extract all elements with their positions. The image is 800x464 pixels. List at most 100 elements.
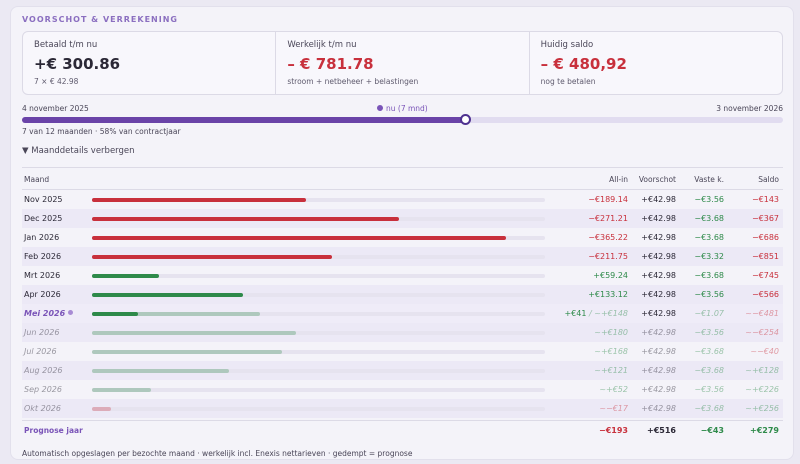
row-saldo: ~+€226: [745, 385, 779, 394]
row-saldo: −€367: [751, 214, 779, 223]
row-bar-track: [92, 388, 545, 392]
table-footer-forecast: Prognose jaar −€193 +€516 −€43 +€279: [22, 420, 783, 439]
timeline-end-date: 3 november 2026: [716, 104, 783, 113]
footer-label: Prognose jaar: [24, 426, 83, 435]
toggle-month-details-button[interactable]: ▼ Maanddetails verbergen: [22, 146, 135, 156]
row-bar-track: [92, 236, 545, 240]
row-month-label: Okt 2026: [24, 404, 61, 413]
row-vaste-kosten: −€1.07: [694, 309, 724, 318]
table-row: Nov 2025 −€189.14 +€42.98 −€3.56 −€143: [22, 190, 783, 209]
row-allin-value: ~+€52: [599, 385, 628, 394]
row-bar-track: [92, 198, 545, 202]
row-month: Dec 2025: [24, 214, 62, 223]
row-saldo: ~−€254: [745, 328, 779, 337]
settlement-panel: VOORSCHOT & VERREKENING Betaald t/m nu +€…: [10, 6, 794, 460]
row-bar-fill: [92, 331, 296, 335]
current-month-dot-icon: [68, 310, 74, 315]
timeline-progress-fill: [22, 117, 466, 123]
row-allin: ~+€52: [599, 385, 628, 394]
row-bar-fill: [92, 369, 230, 373]
row-bar-track: [92, 369, 545, 373]
row-bar-fill: [92, 217, 400, 221]
row-month-label: Aug 2026: [24, 366, 63, 375]
table-row: Okt 2026 ~−€17 +€42.98 −€3.68 ~+€256: [22, 399, 783, 418]
row-month: Jul 2026: [24, 347, 57, 356]
timeline-knob[interactable]: [459, 114, 471, 125]
row-saldo: −€143: [751, 195, 779, 204]
footnote: Automatisch opgeslagen per bezochte maan…: [22, 449, 413, 458]
row-vaste-kosten: −€3.68: [694, 214, 724, 223]
row-month: Feb 2026: [24, 252, 61, 261]
row-month-label: Apr 2026: [24, 290, 61, 299]
row-allin-forecast: / ~+€148: [586, 309, 628, 318]
row-saldo: ~−€40: [750, 347, 779, 356]
row-allin: −€365.22: [588, 233, 628, 242]
row-month: Mrt 2026: [24, 271, 60, 280]
row-voorschot: +€42.98: [641, 233, 676, 242]
row-month-label: Mei 2026: [24, 309, 66, 318]
row-month: Okt 2026: [24, 404, 61, 413]
row-vaste-kosten: −€3.68: [694, 404, 724, 413]
row-vaste-kosten: −€3.56: [694, 195, 724, 204]
row-voorschot: +€42.98: [641, 195, 676, 204]
row-bar-fill: [92, 198, 307, 202]
row-allin: −€271.21: [588, 214, 628, 223]
row-bar-track: [92, 274, 545, 278]
row-allin-value: −€189.14: [588, 195, 628, 204]
table-row: Jun 2026 ~+€180 +€42.98 −€3.56 ~−€254: [22, 323, 783, 342]
col-month-header: Maand: [24, 175, 50, 184]
row-voorschot: +€42.98: [641, 252, 676, 261]
row-allin: ~+€168: [594, 347, 628, 356]
row-vaste-kosten: −€3.56: [694, 328, 724, 337]
row-bar-track: [92, 255, 545, 259]
col-allin-header: All-in: [609, 175, 628, 184]
row-bar-track: [92, 217, 545, 221]
table-row: Mrt 2026 +€59.24 +€42.98 −€3.68 −€745: [22, 266, 783, 285]
summary-card: Huidig saldo – € 480,92 nog te betalen: [530, 32, 782, 94]
footer-saldo: +€279: [750, 426, 779, 435]
row-allin-value: −€271.21: [588, 214, 628, 223]
row-bar-track: [92, 350, 545, 354]
row-month-label: Sep 2026: [24, 385, 62, 394]
row-allin-value: ~+€180: [594, 328, 628, 337]
row-saldo: ~+€128: [745, 366, 779, 375]
row-vaste-kosten: −€3.68: [694, 233, 724, 242]
row-bar-track: [92, 331, 545, 335]
row-voorschot: +€42.98: [641, 404, 676, 413]
summary-cards: Betaald t/m nu +€ 300.86 7 × € 42.98 Werkel…: [22, 31, 783, 95]
section-title: VOORSCHOT & VERREKENING: [22, 15, 178, 24]
footer-vaste: −€43: [700, 426, 724, 435]
timeline-now-marker: nu (7 mnd): [377, 104, 428, 113]
row-month-label: Nov 2025: [24, 195, 63, 204]
card-label: Huidig saldo: [540, 40, 594, 50]
card-subtext: nog te betalen: [540, 77, 596, 86]
row-voorschot: +€42.98: [641, 347, 676, 356]
row-allin: ~−€17: [599, 404, 628, 413]
row-allin-value: ~+€121: [594, 366, 628, 375]
table-row: Apr 2026 +€133.12 +€42.98 −€3.56 −€566: [22, 285, 783, 304]
footer-allin: −€193: [599, 426, 628, 435]
row-month: Apr 2026: [24, 290, 61, 299]
card-value: – € 781.78: [287, 55, 374, 73]
row-month-label: Dec 2025: [24, 214, 63, 223]
row-month: Nov 2025: [24, 195, 63, 204]
summary-card: Betaald t/m nu +€ 300.86 7 × € 42.98: [23, 32, 277, 94]
table-row: Mei 2026 +€41 / ~+€148 +€42.98 −€1.07 ~−€481: [22, 304, 783, 323]
row-saldo: −€686: [751, 233, 779, 242]
row-bar-track: [92, 407, 545, 411]
row-allin-value: +€59.24: [593, 271, 628, 280]
row-saldo: ~−€481: [745, 309, 779, 318]
row-voorschot: +€42.98: [641, 290, 676, 299]
timeline-track: [22, 114, 783, 125]
timeline-now-label: nu (7 mnd): [386, 104, 428, 113]
row-bar-track: [92, 293, 545, 297]
row-saldo: −€745: [751, 271, 779, 280]
table-row: Dec 2025 −€271.21 +€42.98 −€3.68 −€367: [22, 209, 783, 228]
timeline-subtext: 7 van 12 maanden · 58% van contractjaar: [22, 127, 181, 136]
card-label: Werkelijk t/m nu: [287, 40, 357, 50]
row-voorschot: +€42.98: [641, 214, 676, 223]
row-bar-fill: [92, 350, 283, 354]
row-month: Mei 2026: [24, 309, 74, 318]
month-table: Maand All-in Voorschot Vaste k. Saldo No…: [22, 167, 783, 439]
card-label: Betaald t/m nu: [34, 40, 98, 50]
